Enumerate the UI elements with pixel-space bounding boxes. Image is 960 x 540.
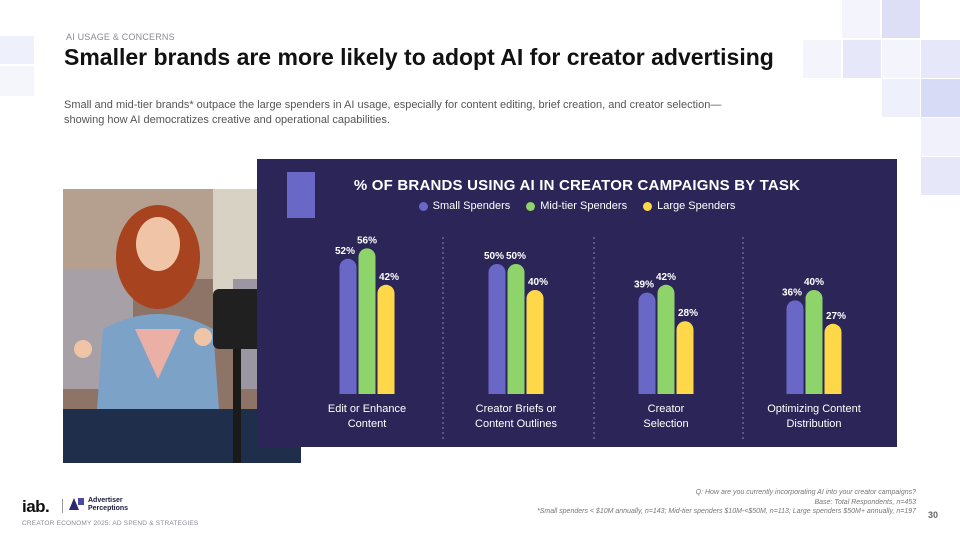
bar (657, 284, 675, 394)
decor-square (0, 66, 34, 96)
category-label: Content (348, 418, 387, 430)
advertiser-perceptions-logo-text: Advertiser Perceptions (88, 497, 128, 513)
legend-swatch-small (418, 201, 428, 211)
bar-base (358, 385, 376, 394)
bar (526, 290, 544, 394)
bar (488, 264, 506, 394)
decor-square (921, 118, 960, 156)
category-label: Creator Briefs or (476, 403, 557, 415)
category-label: Optimizing Content (767, 403, 861, 415)
bar (358, 248, 376, 394)
decor-square (0, 36, 34, 64)
bar (786, 300, 804, 394)
decor-square (882, 40, 920, 78)
report-name: CREATOR ECONOMY 2025: AD SPEND & STRATEG… (22, 520, 199, 527)
category-label: Content Outlines (475, 418, 557, 430)
bar (824, 323, 842, 394)
bar-base (638, 385, 656, 394)
footnotes: Q: How are you currently incorporating A… (537, 488, 916, 517)
data-label: 50% (484, 251, 504, 262)
category-label: Creator (648, 403, 685, 415)
bar-chart: 52%56% 42% Edit or Enhance Content 50% 50% 40%… (328, 235, 861, 439)
data-label: 40% (804, 277, 824, 288)
legend-label-mid: Mid-tier Spenders (540, 200, 628, 212)
base-note: Base: Total Respondents, n=453 (814, 498, 916, 506)
bar-base (676, 385, 694, 394)
legend-item-mid: Mid-tier Spenders (526, 200, 627, 212)
category-label: Distribution (786, 418, 841, 430)
category-label: Selection (643, 418, 688, 430)
data-label: 28% (678, 308, 698, 319)
chart-legend: Small Spenders Mid-tier Spenders Large S… (257, 200, 897, 212)
bar-base (488, 385, 506, 394)
bar-base (377, 385, 395, 394)
page-title: Smaller brands are more likely to adopt … (64, 44, 774, 70)
decor-square (803, 40, 841, 78)
decor-square (921, 79, 960, 117)
decor-square (921, 40, 960, 78)
data-label: 36% (782, 287, 802, 298)
data-label: 56% (357, 235, 377, 246)
bar-base (824, 385, 842, 394)
definition-note: *Small spenders < $10M annually, n=143; … (536, 508, 916, 515)
bar-base (526, 385, 544, 394)
logo-divider (62, 499, 63, 513)
partner-line1: Advertiser (88, 497, 123, 504)
page-subtitle: Small and mid-tier brands* outpace the l… (64, 99, 722, 126)
legend-swatch-large (643, 201, 653, 211)
bar-base (339, 385, 357, 394)
chart-title: % OF BRANDS USING AI IN CREATOR CAMPAIGN… (353, 177, 801, 194)
bar-base (507, 385, 525, 394)
panel-accent-square (287, 172, 315, 218)
data-label: 39% (634, 280, 654, 291)
data-label: 27% (826, 311, 846, 322)
legend-label-small: Small Spenders (432, 200, 511, 212)
decor-square (842, 0, 880, 38)
data-label: 42% (656, 272, 676, 283)
bar-base (805, 385, 823, 394)
legend-item-small: Small Spenders (418, 200, 511, 212)
data-label: 50% (506, 251, 526, 262)
legend-item-large: Large Spenders (643, 200, 735, 212)
legend-label-large: Large Spenders (657, 200, 736, 212)
bar (339, 258, 357, 394)
page-number: 30 (928, 510, 939, 520)
data-label: 40% (528, 277, 548, 288)
iab-logo: iab. (22, 497, 50, 516)
partner-line2: Perceptions (88, 505, 129, 512)
data-label: 52% (335, 246, 355, 257)
survey-question: Q: How are you currently incorporating A… (695, 489, 916, 496)
bar (507, 264, 525, 394)
bar (638, 292, 656, 394)
decor-square (882, 0, 920, 38)
decor-square (882, 79, 920, 117)
bar-base (786, 385, 804, 394)
data-label: 42% (379, 272, 399, 283)
section-eyebrow: AI USAGE & CONCERNS (66, 32, 175, 42)
advertiser-perceptions-logo-icon (69, 498, 84, 510)
decor-square (843, 40, 881, 78)
category-label: Edit or Enhance (328, 403, 406, 415)
bar-base (657, 385, 675, 394)
legend-swatch-mid (526, 201, 536, 211)
bar (676, 321, 694, 394)
bar (805, 290, 823, 394)
bar (377, 284, 395, 394)
decor-square (921, 157, 960, 195)
